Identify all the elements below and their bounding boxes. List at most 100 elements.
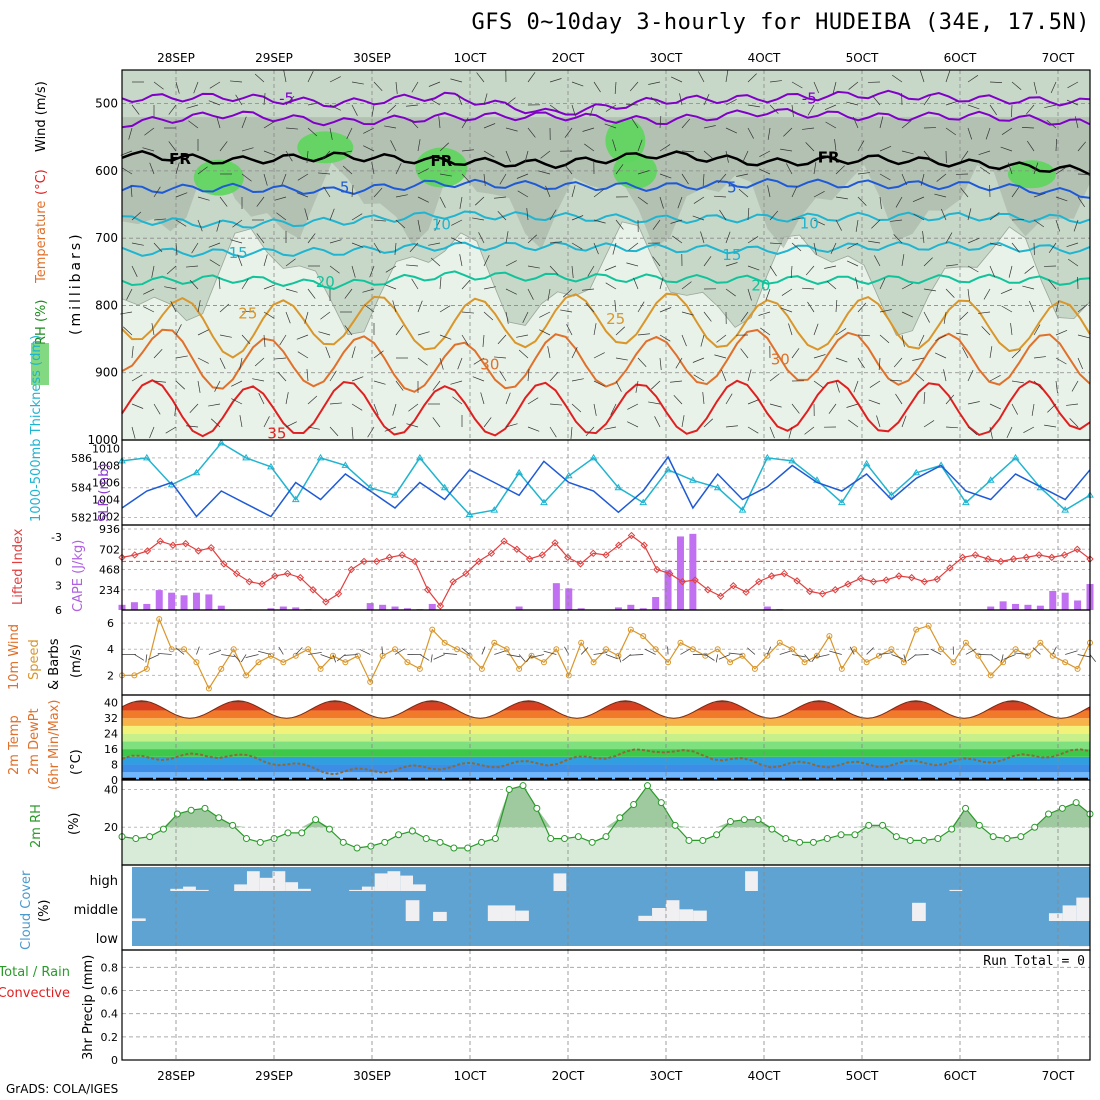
wind-barb-10m (804, 654, 811, 662)
wind-barb (120, 150, 133, 156)
thickness-marker (887, 491, 896, 498)
wind-barb (538, 170, 551, 175)
wind-barb (461, 311, 474, 314)
rh-marker (1031, 823, 1039, 831)
wind-barb (659, 334, 671, 342)
wind-barb (1022, 285, 1035, 290)
wind-barb-10m (134, 654, 145, 661)
thickness-marker (267, 462, 275, 470)
wind-barb (835, 165, 845, 175)
wind-barb (170, 301, 177, 313)
wind-barb (868, 399, 881, 405)
li-marker (806, 587, 814, 596)
wind-barb (1001, 305, 1013, 313)
wind-marker (950, 659, 957, 666)
cloud-bg (132, 867, 1090, 946)
wind-barb (438, 116, 441, 129)
cloud-bar-middle (638, 915, 653, 921)
li-marker (958, 553, 967, 562)
wind-barb (967, 127, 973, 140)
wind-barb (505, 260, 517, 267)
x-label-top: 2OCT (552, 51, 585, 65)
wind-marker (677, 639, 684, 646)
wind-marker (267, 652, 274, 659)
wind-barb (693, 374, 705, 382)
wind-barb (725, 150, 729, 163)
wind-barb (197, 300, 201, 313)
wind-barb (385, 265, 397, 273)
wind-barb (769, 80, 782, 83)
cape-bar (192, 592, 200, 610)
li-line (121, 534, 1091, 608)
wind-barb (329, 265, 340, 274)
wind-marker (230, 646, 237, 653)
wind-barb (879, 309, 892, 313)
wind-barb (879, 116, 884, 129)
wind-barb-10m (903, 654, 907, 663)
panel-bg (122, 525, 1090, 610)
cape-bar (130, 602, 138, 610)
wind-barb (857, 196, 867, 206)
wind-barb (675, 357, 683, 369)
wind-barb (677, 196, 683, 209)
wind-barb (373, 187, 383, 198)
x-label-top: 3OCT (650, 51, 683, 65)
thickness-marker (192, 468, 201, 476)
wind-barb (524, 150, 529, 163)
mb-axis-label: (millibars) (68, 231, 84, 335)
wind-barb (659, 307, 672, 313)
wind-barb (351, 213, 363, 221)
wind-barb (483, 150, 495, 158)
temp-tick: 8 (111, 759, 118, 772)
x-label-bottom: 30SEP (353, 1069, 391, 1083)
wind-barb (274, 357, 287, 360)
wind-barb (296, 334, 309, 340)
cape-bar (639, 608, 647, 610)
precip-label-wrap: 3hr Precip (mm) (81, 955, 96, 1060)
temp-band (122, 733, 1090, 742)
wind-barb (263, 311, 275, 319)
li-marker (232, 569, 241, 578)
wind-barb (329, 370, 337, 382)
wind-barb (582, 127, 595, 132)
wind-barb (945, 127, 957, 136)
cloud-bar-high (387, 871, 401, 891)
rh-marker (312, 816, 320, 824)
li-marker (169, 541, 177, 549)
wind-barb-10m (295, 647, 303, 655)
wind-barb (189, 403, 199, 414)
wind-barb (876, 415, 881, 428)
rh-marker (574, 833, 582, 841)
li-marker (474, 557, 483, 566)
wind-barb (780, 307, 793, 313)
li-marker (283, 569, 292, 578)
wind-barb-10m (258, 650, 272, 655)
wind-barb (920, 173, 925, 186)
wind-barb (406, 423, 419, 428)
wind-barb (527, 72, 536, 83)
wind-barb (956, 332, 969, 336)
wind-barb (593, 242, 599, 255)
wind-barb (1066, 99, 1079, 106)
rh-marker (256, 838, 264, 846)
li-marker (207, 543, 215, 552)
rh-marker (1045, 810, 1053, 818)
wind-barb (1021, 127, 1035, 129)
wind-barb (736, 173, 749, 177)
rh-marker (325, 825, 333, 833)
li-marker (780, 569, 789, 578)
wind-barb (853, 380, 859, 393)
wind-barb (505, 392, 511, 405)
wind-barb (1000, 288, 1013, 295)
rh-marker (533, 804, 541, 812)
wind-barb (693, 196, 705, 204)
wind-barb (747, 208, 750, 221)
thick-tick: 584 (71, 482, 92, 495)
wind-barb (570, 426, 573, 439)
x-label-top: 1OCT (454, 51, 487, 65)
wind-barb (985, 127, 991, 140)
wind-barb (392, 403, 397, 416)
wind-barb (430, 257, 441, 267)
wind-barb (700, 334, 705, 347)
wind-barb (1077, 334, 1090, 339)
